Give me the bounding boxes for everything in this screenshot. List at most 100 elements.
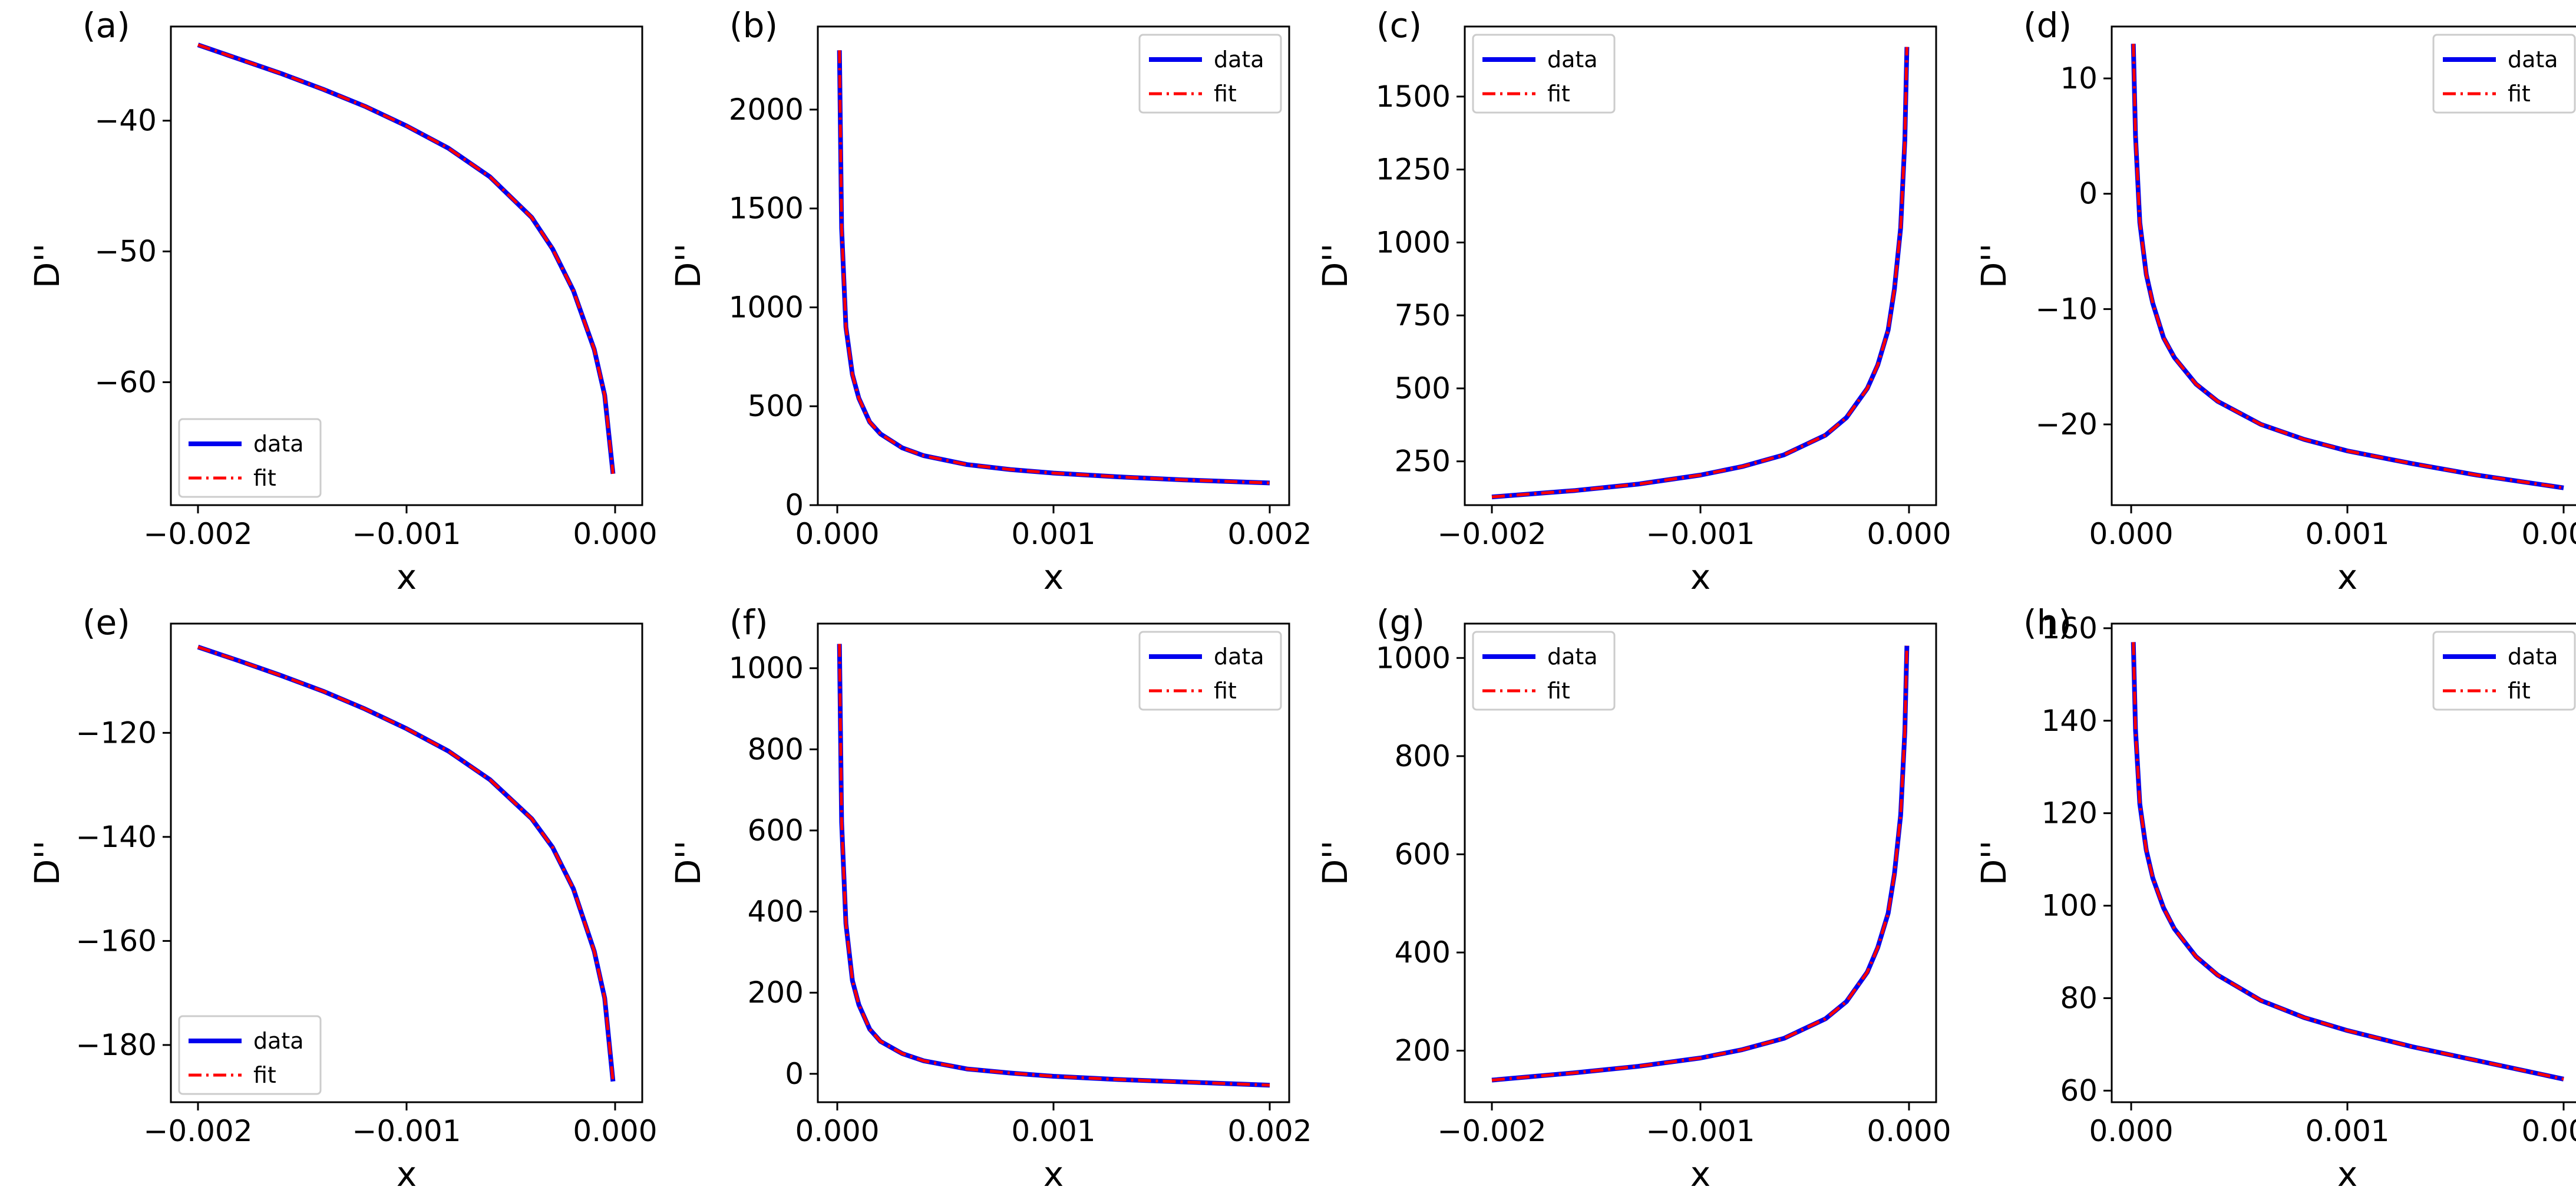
series-line-fit <box>197 43 615 474</box>
y-tick-label: 500 <box>748 389 804 423</box>
y-tick-label: 800 <box>748 732 804 766</box>
x-tick-label: −0.002 <box>143 517 252 551</box>
y-axis-label: D'' <box>1315 243 1355 289</box>
chart-panel-b: 0.000 0.001 0.002 0 500 1000 1500 2000 x D'' (b) da… <box>668 5 1312 597</box>
y-tick-label: −180 <box>76 1028 157 1062</box>
x-axis-label: x <box>1043 557 1064 597</box>
y-tick-label: 100 <box>2042 889 2098 923</box>
x-axis-label: x <box>1043 1154 1064 1194</box>
y-tick-label: 1000 <box>729 651 804 685</box>
panel-label: (e) <box>82 602 130 642</box>
legend-label-data: data <box>1547 644 1598 670</box>
panel-label: (f) <box>729 602 768 642</box>
x-tick-label: −0.001 <box>1646 1114 1755 1148</box>
chart-panel-d: 0.000 0.001 0.002 10 0 −10 −20 x D'' (d) data fit <box>1974 5 2576 597</box>
y-tick-label: 80 <box>2060 981 2098 1015</box>
x-tick-label: 0.002 <box>1227 517 1312 551</box>
y-tick-label: −20 <box>2035 407 2098 441</box>
y-axis-label: D'' <box>668 841 708 886</box>
legend-label-data: data <box>253 431 304 457</box>
x-axis-label: x <box>2337 557 2357 597</box>
legend-label-fit: fit <box>1214 81 1237 107</box>
legend-label-data: data <box>1547 47 1598 72</box>
x-axis-label: x <box>397 1154 417 1194</box>
series-line-data <box>197 644 616 1082</box>
y-tick-label: 140 <box>2042 704 2098 738</box>
x-tick-label: −0.002 <box>1437 517 1546 551</box>
x-tick-label: 0.000 <box>795 517 879 551</box>
chart-panel-a: −0.002 −0.001 0.000 −40 −50 −60 x D'' (a) data fit <box>27 5 658 597</box>
y-tick-label: 400 <box>1395 935 1451 970</box>
y-tick-label: 400 <box>748 895 804 929</box>
x-tick-label: −0.001 <box>352 517 461 551</box>
legend: data fit <box>178 1015 322 1095</box>
y-tick-label: 800 <box>1395 739 1451 773</box>
y-tick-label: 0 <box>785 488 804 522</box>
legend-label-data: data <box>2508 644 2558 670</box>
panel-label: (g) <box>1376 602 1425 642</box>
y-axis-label: D'' <box>1974 243 2014 289</box>
y-tick-label: −10 <box>2035 292 2098 326</box>
y-tick-label: 2000 <box>729 93 804 127</box>
x-tick-label: 0.002 <box>2521 517 2576 551</box>
series-line-data <box>837 50 1270 486</box>
x-tick-label: 0.001 <box>2305 1114 2389 1148</box>
panel-label: (h) <box>2023 602 2072 642</box>
y-tick-label: 160 <box>2042 611 2098 645</box>
x-tick-label: 0.002 <box>1227 1114 1312 1148</box>
legend-label-data: data <box>253 1028 304 1054</box>
x-tick-label: 0.001 <box>1011 1114 1095 1148</box>
y-tick-label: 10 <box>2060 61 2098 95</box>
chart-panel-h: 0.000 0.001 0.002 60 80 100 120 140 160 x D'' (h) da… <box>1974 602 2576 1194</box>
legend-label-data: data <box>2508 47 2558 72</box>
x-tick-label: 0.002 <box>2521 1114 2576 1148</box>
y-axis-label: D'' <box>27 243 67 289</box>
y-tick-label: 1250 <box>1376 153 1451 187</box>
y-tick-label: 500 <box>1395 371 1451 406</box>
y-tick-label: 600 <box>748 813 804 848</box>
y-tick-label: 0 <box>785 1057 804 1091</box>
x-tick-label: 0.000 <box>573 1114 657 1148</box>
y-tick-label: 1000 <box>1376 641 1451 675</box>
y-tick-label: −120 <box>76 716 157 750</box>
y-axis-label: D'' <box>1315 841 1355 886</box>
y-tick-label: −40 <box>94 104 157 138</box>
panel-label: (c) <box>1376 5 1422 45</box>
y-tick-label: −160 <box>76 924 157 958</box>
y-tick-label: 60 <box>2060 1073 2098 1108</box>
legend: data fit <box>1138 631 1282 711</box>
y-tick-label: 0 <box>2079 177 2098 211</box>
legend: data fit <box>2432 631 2576 711</box>
chart-panel-g: −0.002 −0.001 0.000 200 400 600 800 1000 x D'' (g)… <box>1315 602 1951 1194</box>
series-line-data <box>1491 47 1910 500</box>
panel-label: (b) <box>729 5 778 45</box>
series-line-fit <box>2132 44 2564 490</box>
y-tick-label: −140 <box>76 820 157 854</box>
y-tick-label: 200 <box>1395 1034 1451 1068</box>
legend-label-fit: fit <box>2508 81 2531 107</box>
legend: data fit <box>1138 34 1282 114</box>
x-axis-label: x <box>1690 557 1710 597</box>
x-axis-label: x <box>2337 1154 2357 1194</box>
legend: data fit <box>178 418 322 498</box>
legend: data fit <box>2432 34 2576 114</box>
y-tick-label: 250 <box>1395 444 1451 479</box>
y-tick-label: 200 <box>748 975 804 1010</box>
series-line-fit <box>838 50 1270 485</box>
legend-label-fit: fit <box>2508 678 2531 704</box>
legend: data fit <box>1472 631 1616 711</box>
series-line-data <box>1491 645 1910 1083</box>
x-tick-label: 0.001 <box>2305 517 2389 551</box>
x-tick-label: 0.000 <box>1867 1114 1951 1148</box>
panel-label: (d) <box>2023 5 2072 45</box>
y-tick-label: 1500 <box>729 192 804 226</box>
y-tick-label: 1000 <box>729 290 804 324</box>
x-tick-label: −0.002 <box>143 1114 252 1148</box>
x-tick-label: 0.000 <box>573 517 657 551</box>
legend-label-fit: fit <box>1214 678 1237 704</box>
series-line-fit <box>838 644 1270 1087</box>
x-axis-label: x <box>1690 1154 1710 1194</box>
legend-label-fit: fit <box>253 1062 276 1088</box>
x-tick-label: 0.000 <box>1867 517 1951 551</box>
